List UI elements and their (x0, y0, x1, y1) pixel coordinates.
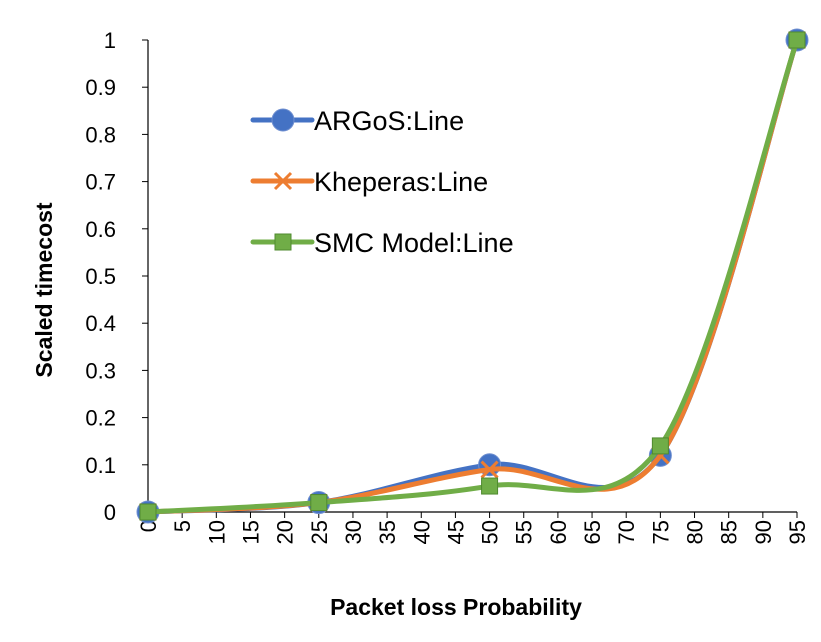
x-tick-label: 10 (204, 520, 229, 544)
y-tick-label: 0.5 (85, 264, 116, 289)
legend-argos-point (271, 108, 295, 132)
x-tick-label: 40 (409, 520, 434, 544)
x-tick-label: 55 (512, 520, 537, 544)
x-tick-label: 15 (238, 520, 263, 544)
x-axis-title: Packet loss Probability (330, 594, 582, 620)
x-tick-label: 0 (136, 520, 161, 532)
y-tick-label: 0.8 (85, 122, 116, 147)
x-tick-label: 50 (478, 520, 503, 544)
x-tick-label: 80 (683, 520, 708, 544)
smc-model-point (481, 477, 499, 495)
axes (147, 40, 797, 513)
series-argos (136, 28, 809, 524)
x-tick-label: 20 (273, 520, 298, 544)
legend-entry-argos: ARGoS:Line (250, 106, 464, 136)
legend-label-kheperas: Kheperas:Line (314, 167, 488, 197)
series-line-kheperas (145, 37, 800, 515)
legend-entry-kheperas: Kheperas:Line (250, 167, 488, 197)
x-tick-label: 25 (307, 520, 332, 544)
x-tick-label: 30 (341, 520, 366, 544)
series-smc-model (139, 31, 806, 521)
x-tick-label: 95 (785, 520, 810, 544)
x-tick-label: 90 (751, 520, 776, 544)
x-tick-label: 45 (443, 520, 468, 544)
smc-model-point (310, 494, 328, 512)
legend-label-smc-model: SMC Model:Line (314, 228, 514, 258)
kheperas-point (480, 460, 499, 479)
x-tick-label: 75 (648, 520, 673, 544)
y-tick-label: 0.6 (85, 217, 116, 242)
y-axis-ticks: 0 0.1 0.2 0.3 0.4 0.5 0.6 0.7 0.8 0.9 1 (85, 28, 148, 525)
y-tick-label: 0 (104, 500, 116, 525)
x-axis-ticks: 0 5 10 15 20 25 30 35 40 45 50 55 60 65 70 75 80 85 90 95 (136, 512, 810, 544)
y-tick-label: 0.4 (85, 311, 116, 336)
legend-smc-model-point (274, 233, 292, 251)
smc-model-point (788, 31, 806, 49)
x-tick-label: 85 (717, 520, 742, 544)
y-tick-label: 1 (104, 28, 116, 53)
x-tick-label: 35 (375, 520, 400, 544)
legend-label-argos: ARGoS:Line (314, 106, 464, 136)
y-axis-title: Scaled timecost (31, 202, 57, 377)
x-tick-label: 5 (170, 520, 195, 532)
x-tick-label: 60 (546, 520, 571, 544)
x-tick-label: 65 (580, 520, 605, 544)
legend: ARGoS:Line Kheperas:Line SMC Model:Line (250, 106, 514, 258)
y-tick-label: 0.3 (85, 358, 116, 383)
smc-model-point (139, 503, 157, 521)
series-group (136, 28, 809, 524)
y-tick-label: 0.9 (85, 75, 116, 100)
smc-model-point (651, 437, 669, 455)
y-tick-label: 0.1 (85, 453, 116, 478)
series-kheperas (138, 30, 807, 522)
y-tick-label: 0.2 (85, 406, 116, 431)
x-tick-label: 70 (614, 520, 639, 544)
series-line-argos (145, 37, 800, 515)
legend-kheperas-point (273, 171, 293, 191)
legend-entry-smc-model: SMC Model:Line (250, 228, 514, 258)
series-line-smc-model (145, 37, 800, 515)
y-tick-label: 0.7 (85, 170, 116, 195)
